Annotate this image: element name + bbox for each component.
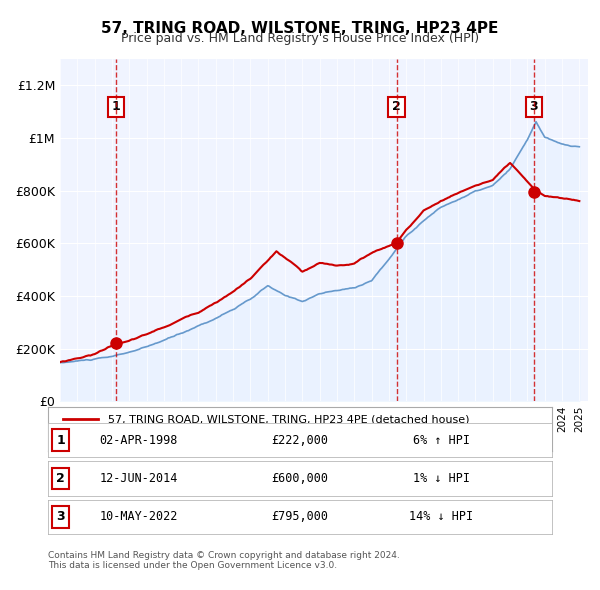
Text: 2: 2 — [392, 100, 401, 113]
Text: £600,000: £600,000 — [271, 472, 329, 485]
Text: 1% ↓ HPI: 1% ↓ HPI — [413, 472, 470, 485]
Text: 3: 3 — [56, 510, 65, 523]
Text: 12-JUN-2014: 12-JUN-2014 — [100, 472, 178, 485]
Text: 14% ↓ HPI: 14% ↓ HPI — [409, 510, 473, 523]
Text: 57, TRING ROAD, WILSTONE, TRING, HP23 4PE: 57, TRING ROAD, WILSTONE, TRING, HP23 4P… — [101, 21, 499, 35]
Text: 6% ↑ HPI: 6% ↑ HPI — [413, 434, 470, 447]
Text: 3: 3 — [529, 100, 538, 113]
Text: 2: 2 — [56, 472, 65, 485]
Text: 1: 1 — [112, 100, 121, 113]
Text: 02-APR-1998: 02-APR-1998 — [100, 434, 178, 447]
Text: 10-MAY-2022: 10-MAY-2022 — [100, 510, 178, 523]
Text: 57, TRING ROAD, WILSTONE, TRING, HP23 4PE (detached house): 57, TRING ROAD, WILSTONE, TRING, HP23 4P… — [109, 415, 470, 424]
Text: 1: 1 — [56, 434, 65, 447]
Text: Price paid vs. HM Land Registry's House Price Index (HPI): Price paid vs. HM Land Registry's House … — [121, 32, 479, 45]
Text: This data is licensed under the Open Government Licence v3.0.: This data is licensed under the Open Gov… — [48, 560, 337, 569]
Text: £222,000: £222,000 — [271, 434, 329, 447]
Text: HPI: Average price, detached house, Dacorum: HPI: Average price, detached house, Daco… — [109, 434, 366, 444]
Text: Contains HM Land Registry data © Crown copyright and database right 2024.: Contains HM Land Registry data © Crown c… — [48, 550, 400, 559]
Text: £795,000: £795,000 — [271, 510, 329, 523]
